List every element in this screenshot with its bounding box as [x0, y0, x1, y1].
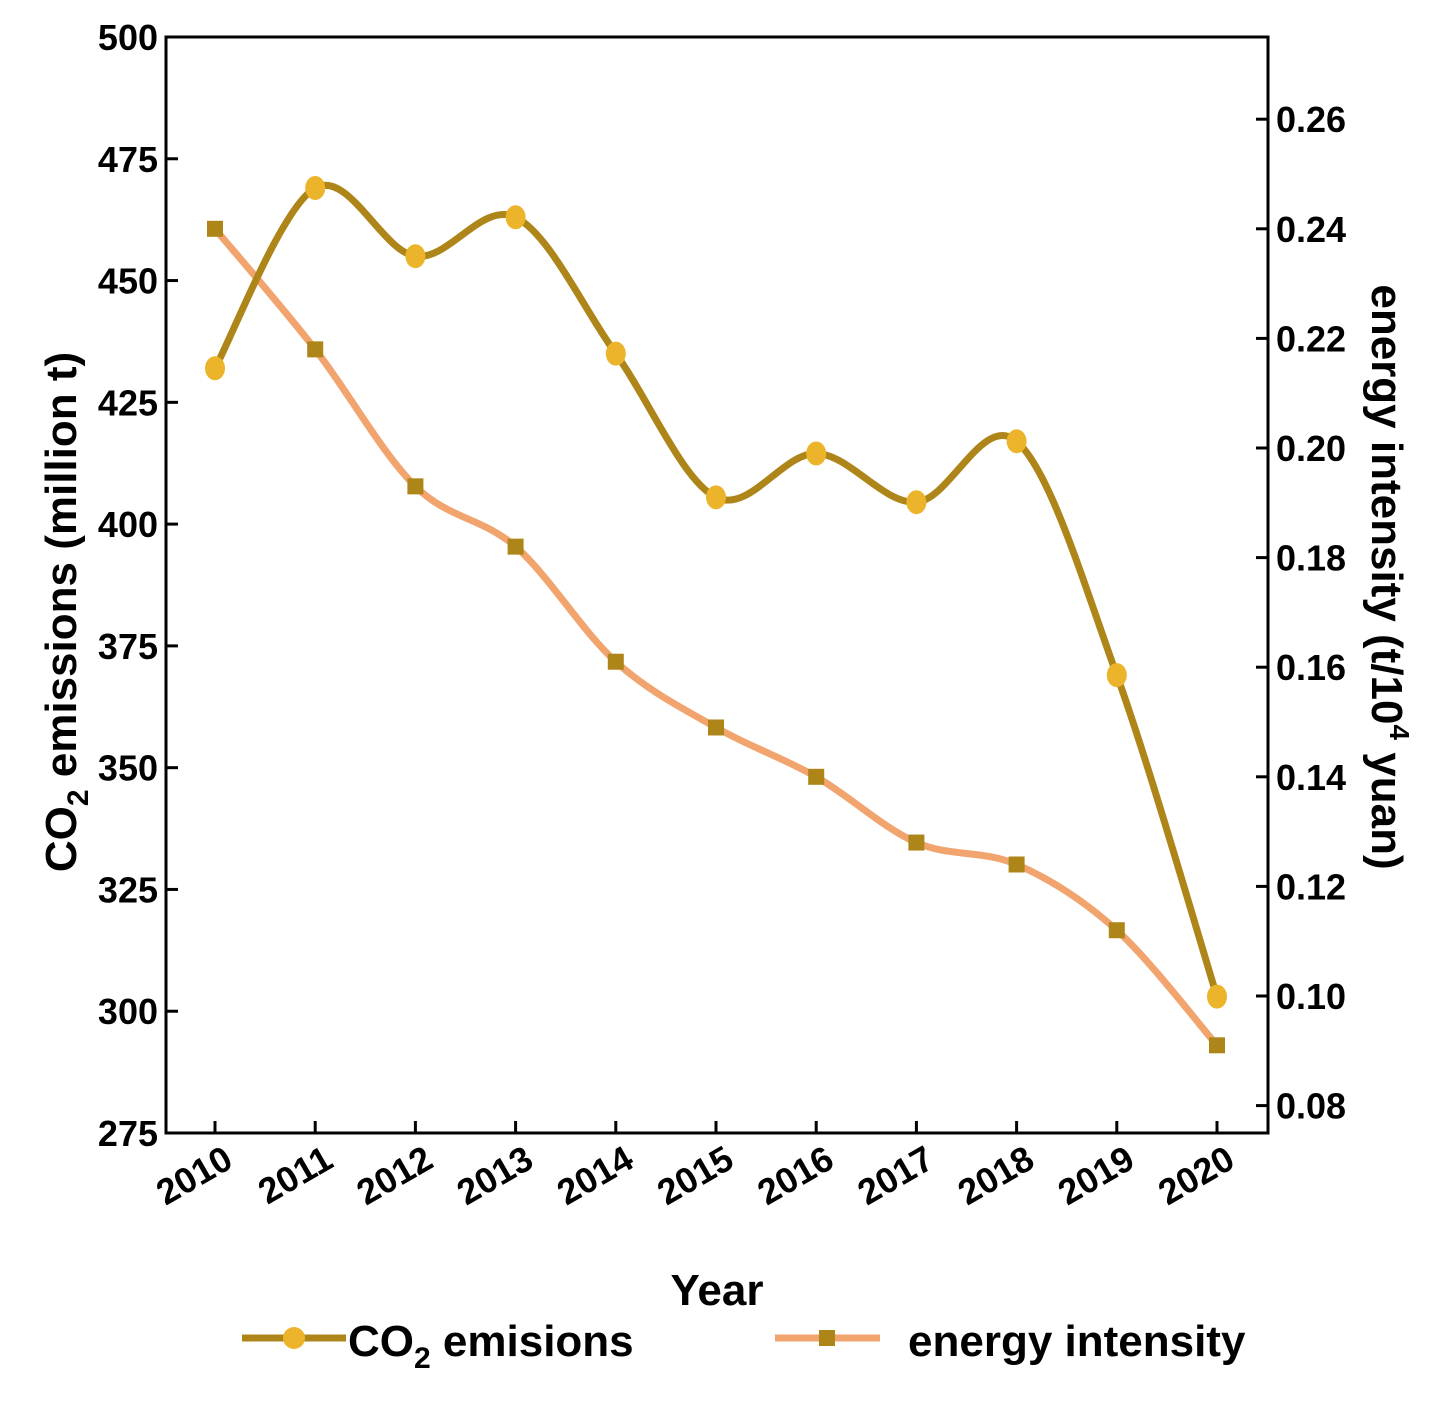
- co2-point: [505, 205, 526, 230]
- y-left-tick-label: 325: [98, 869, 158, 910]
- energy-point: [607, 653, 624, 670]
- y-left-tick-label: 375: [98, 626, 158, 667]
- energy-point: [1108, 922, 1125, 939]
- legend: CO2 emisions energy intensity: [242, 1317, 1246, 1375]
- y-left-tick-label: 400: [98, 504, 158, 545]
- legend-co2-label: CO2 emisions: [348, 1317, 634, 1375]
- x-tick-label: 2015: [650, 1137, 740, 1213]
- co2-point: [1207, 984, 1227, 1009]
- y-right-title-sup: 4: [1384, 724, 1415, 740]
- energy-point: [407, 478, 424, 495]
- x-tick-label: 2012: [350, 1137, 440, 1213]
- y-right-tick-label: 0.24: [1276, 209, 1346, 250]
- y-left-tick-label: 300: [98, 991, 158, 1032]
- co2-point: [806, 441, 827, 466]
- legend-energy-marker: [819, 1330, 835, 1346]
- series-line-energy: [211, 225, 1221, 1049]
- y-right-tick-label: 0.18: [1276, 538, 1346, 579]
- y-right-tick-label: 0.10: [1276, 976, 1346, 1017]
- y-left-title-suffix: emissions (million t): [37, 352, 86, 790]
- legend-item-co2: CO2 emisions: [242, 1317, 634, 1375]
- y-right-tick-label: 0.26: [1276, 99, 1346, 140]
- series-line-co2: [211, 181, 1221, 1001]
- co2-point: [605, 341, 626, 366]
- y-right-title-suffix: yuan): [1362, 740, 1411, 870]
- energy-point: [1209, 1037, 1225, 1054]
- labels-layer: Year CO2 emissions (million t) energy in…: [37, 284, 1415, 1315]
- series-layer: [205, 176, 1227, 1054]
- energy-point: [1008, 856, 1025, 873]
- y-right-tick-label: 0.22: [1276, 318, 1346, 359]
- co2-point: [205, 356, 225, 381]
- x-tick-label: 2020: [1151, 1137, 1241, 1213]
- y-right-axis-title: energy intensity (t/104 yuan): [1362, 284, 1415, 869]
- x-tick-label: 2018: [951, 1137, 1041, 1213]
- legend-item-energy: energy intensity: [775, 1317, 1246, 1366]
- plot-frame: [164, 35, 1270, 1135]
- y-right-tick-label: 0.08: [1276, 1086, 1346, 1127]
- legend-energy-label: energy intensity: [908, 1317, 1246, 1366]
- y-right-title-prefix: energy intensity (t/10: [1362, 284, 1411, 724]
- y-left-axis-title: CO2 emissions (million t): [37, 352, 95, 872]
- energy-point: [708, 719, 724, 736]
- legend-co2-marker: [283, 1327, 305, 1349]
- co2-point: [906, 490, 927, 515]
- y-left-tick-label: 500: [98, 17, 158, 58]
- energy-point: [207, 220, 223, 237]
- x-tick-label: 2019: [1051, 1137, 1141, 1213]
- x-tick-label: 2010: [149, 1137, 239, 1213]
- co2-point: [1006, 429, 1027, 454]
- energy-point: [808, 768, 825, 785]
- y-left-title-sub: 2: [62, 789, 95, 806]
- x-axis-title: Year: [671, 1266, 764, 1315]
- y-right-tick-label: 0.16: [1276, 647, 1346, 688]
- energy-point: [307, 341, 324, 358]
- x-tick-label: 2013: [450, 1137, 540, 1213]
- y-right-tick-label: 0.20: [1276, 428, 1346, 469]
- x-tick-label: 2014: [550, 1137, 640, 1213]
- co2-point: [405, 244, 426, 269]
- y-left-tick-label: 350: [98, 748, 158, 789]
- co2-point: [706, 485, 726, 510]
- y-left-tick-label: 425: [98, 382, 158, 423]
- energy-point: [507, 538, 524, 555]
- y-left-tick-label: 275: [98, 1113, 158, 1154]
- co2-point: [1106, 663, 1127, 688]
- y-left-tick-label: 450: [98, 261, 158, 302]
- y-right-tick-label: 0.12: [1276, 866, 1346, 907]
- y-left-tick-label: 475: [98, 139, 158, 180]
- axes-layer: 275 300 325 350 375 400 425 450 475 500 0.08 0.10 0.…: [98, 17, 1346, 1213]
- x-tick-label: 2017: [851, 1137, 941, 1213]
- energy-point: [908, 834, 925, 851]
- x-tick-label: 2016: [750, 1137, 840, 1213]
- y-right-tick-label: 0.14: [1276, 757, 1346, 798]
- y-left-title-prefix: CO: [37, 806, 86, 872]
- co2-point: [305, 176, 326, 201]
- x-tick-label: 2011: [251, 1137, 339, 1212]
